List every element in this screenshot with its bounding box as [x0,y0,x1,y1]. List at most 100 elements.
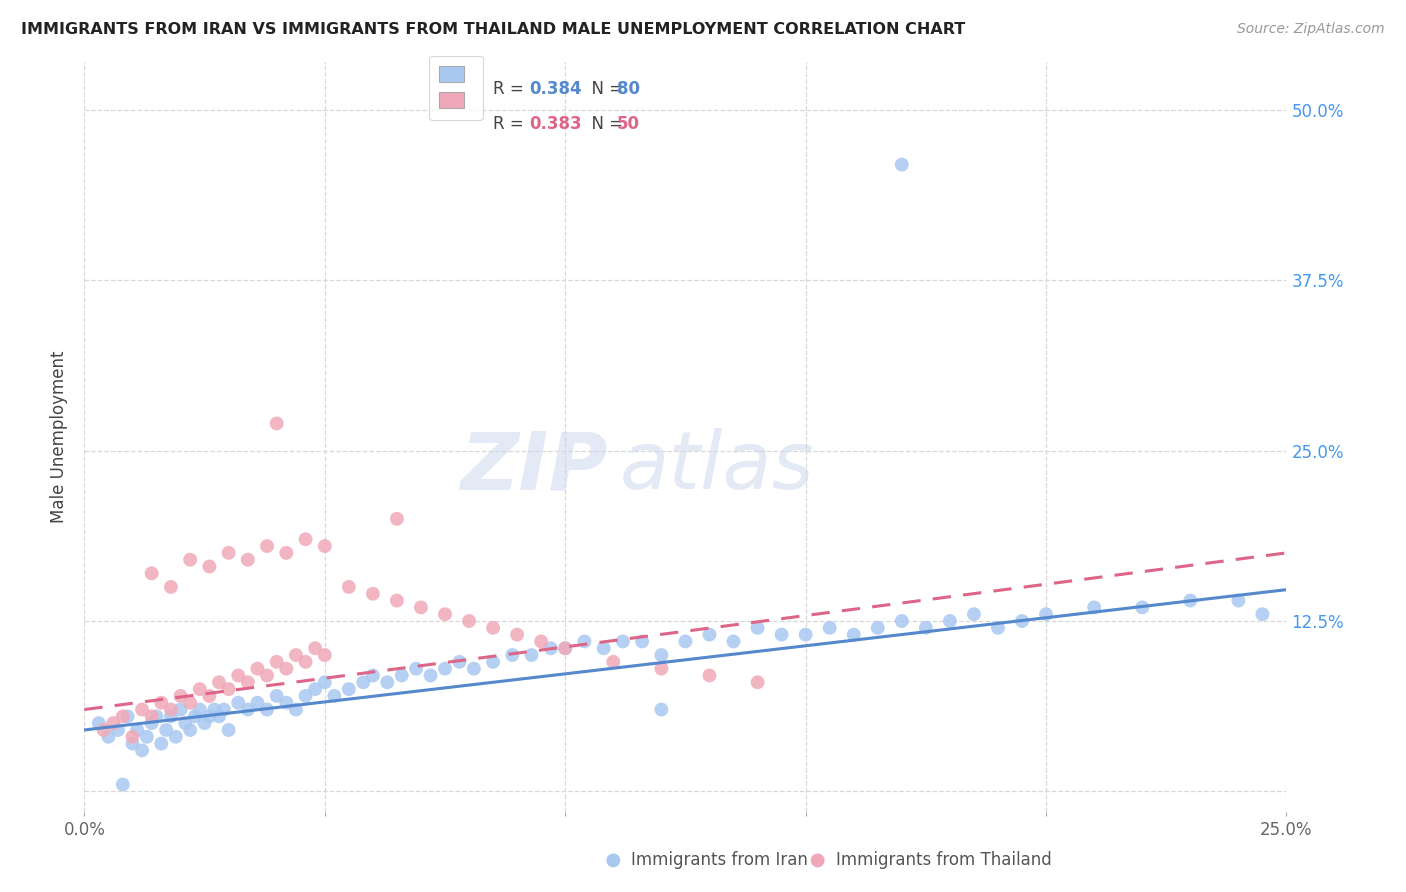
Point [314,648,336,662]
Point [179,723,201,737]
Point [294,689,316,703]
Point [256,539,278,553]
Point [194,716,217,731]
Text: 0.383: 0.383 [529,115,582,133]
Point [675,634,697,648]
Point [482,655,505,669]
Point [631,634,654,648]
Point [405,662,427,676]
Point [179,696,201,710]
Point [1227,593,1250,607]
Point [1251,607,1274,622]
Point [121,737,143,751]
Text: Immigrants from Iran: Immigrants from Iran [631,852,808,870]
Point [226,668,249,682]
Point [226,696,249,710]
Point [236,552,259,566]
Point [592,641,614,656]
Point [612,634,634,648]
Point [650,702,672,716]
Point [449,655,471,669]
Point [391,668,413,682]
Point [111,709,134,723]
Point [540,641,562,656]
Point [915,621,938,635]
Point [463,662,485,676]
Point [87,716,110,731]
Point [218,723,240,737]
Point [1130,600,1153,615]
Text: R =: R = [494,79,529,97]
Point [218,682,240,697]
Point [266,417,288,431]
Point [842,627,865,641]
Point [352,675,374,690]
Text: Source: ZipAtlas.com: Source: ZipAtlas.com [1237,22,1385,37]
Point [337,580,360,594]
Point [212,702,235,716]
Point [236,675,259,690]
Point [135,730,157,744]
Point [208,675,231,690]
Point [107,723,129,737]
Point [314,675,336,690]
Text: 80: 80 [617,79,640,97]
Point [554,641,576,656]
Point [117,709,139,723]
Text: R =: R = [494,115,529,133]
Point [770,627,793,641]
Point [506,627,529,641]
Point [747,621,769,635]
Point [314,539,336,553]
Point [218,546,240,560]
Point [385,512,408,526]
Point [890,158,912,172]
Point [121,730,143,744]
Point [169,702,191,716]
Point [160,580,183,594]
Point [141,566,163,581]
Point [650,648,672,662]
Point [723,634,745,648]
Point [97,730,120,744]
Point [747,675,769,690]
Point [458,614,481,628]
Point [323,689,346,703]
Point [294,655,316,669]
Point [276,696,298,710]
Point [602,655,624,669]
Point [266,689,288,703]
Point [276,662,298,676]
Point [434,662,457,676]
Point [160,709,183,723]
Point [1035,607,1057,622]
Point [650,662,672,676]
Point [866,621,889,635]
Text: 50: 50 [617,115,640,133]
Point [188,682,211,697]
Point [520,648,543,662]
Text: IMMIGRANTS FROM IRAN VS IMMIGRANTS FROM THAILAND MALE UNEMPLOYMENT CORRELATION C: IMMIGRANTS FROM IRAN VS IMMIGRANTS FROM … [21,22,966,37]
Text: N =: N = [581,115,628,133]
Point [385,593,408,607]
Point [409,600,432,615]
Point [169,689,191,703]
Point [160,702,183,716]
Point [111,777,134,791]
Point [131,743,153,757]
Point [699,668,721,682]
Point [266,655,288,669]
Point [198,709,221,723]
Point [145,709,167,723]
Point [276,546,298,560]
Point [256,702,278,716]
Text: 0.384: 0.384 [529,79,582,97]
Point [188,702,211,716]
Text: Immigrants from Thailand: Immigrants from Thailand [835,852,1052,870]
Y-axis label: Male Unemployment: Male Unemployment [51,351,69,524]
Point [174,716,197,731]
Point [337,682,360,697]
Point [361,668,384,682]
Text: atlas: atlas [619,428,814,506]
Text: N =: N = [581,79,628,97]
